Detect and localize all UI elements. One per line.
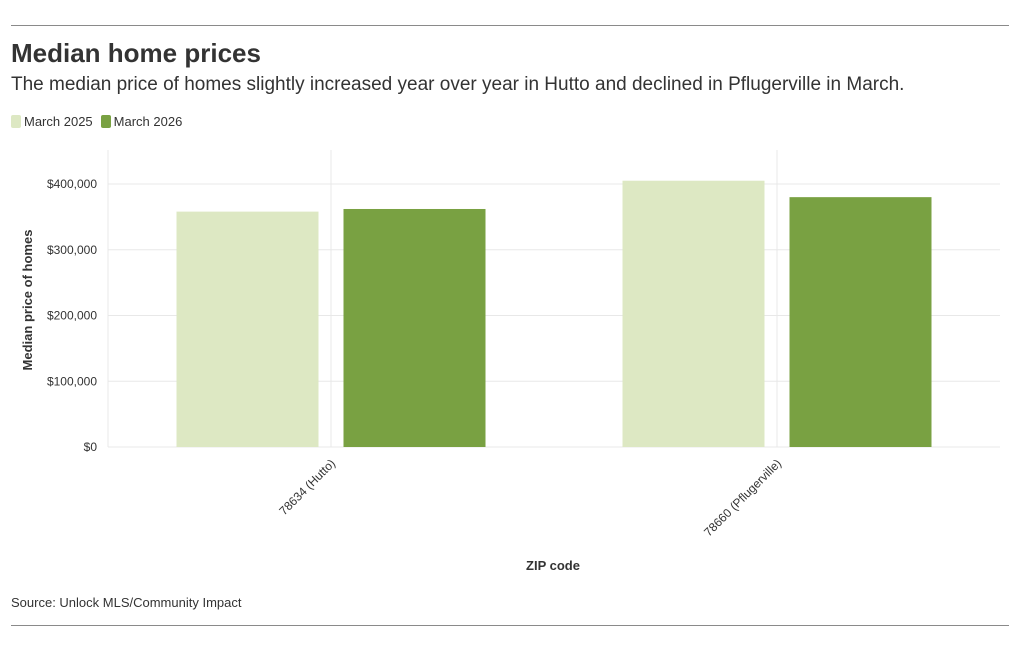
- bar-march-2025-1[interactable]: [622, 180, 765, 447]
- legend-item-march-2026[interactable]: March 2026: [100, 114, 183, 129]
- chart-title: Median home prices: [11, 38, 261, 68]
- chart-subtitle: The median price of homes slightly incre…: [11, 74, 905, 95]
- x-tick-label: 78634 (Hutto): [276, 456, 338, 518]
- bottom-rule: [11, 625, 1009, 626]
- bars: [176, 180, 932, 447]
- y-tick-label: $100,000: [47, 374, 97, 388]
- legend-label-march-2026: March 2026: [113, 114, 183, 129]
- legend: March 2025 March 2026: [11, 114, 190, 129]
- x-axis-ticks: 78634 (Hutto) 78660 (Pflugerville): [276, 456, 784, 539]
- legend-item-march-2025[interactable]: March 2025: [11, 114, 93, 129]
- y-axis-ticks: $0 $100,000 $200,000 $300,000 $400,000: [47, 177, 97, 454]
- x-axis-title: ZIP code: [526, 558, 580, 573]
- legend-label-march-2025: March 2025: [24, 114, 93, 129]
- legend-swatch-march-2025: [11, 115, 21, 128]
- x-tick-label: 78660 (Pflugerville): [701, 456, 784, 539]
- y-axis-title: Median price of homes: [20, 230, 35, 371]
- bar-march-2025-0[interactable]: [176, 211, 319, 447]
- y-tick-label: $200,000: [47, 309, 97, 323]
- bar-march-2026-0[interactable]: [343, 208, 486, 447]
- legend-swatch-march-2026: [100, 115, 111, 128]
- y-tick-label: $0: [84, 440, 98, 454]
- top-rule: [11, 25, 1009, 26]
- y-tick-label: $300,000: [47, 243, 97, 257]
- source-note: Source: Unlock MLS/Community Impact: [11, 595, 242, 610]
- y-tick-label: $400,000: [47, 177, 97, 191]
- bar-march-2026-1[interactable]: [789, 197, 932, 447]
